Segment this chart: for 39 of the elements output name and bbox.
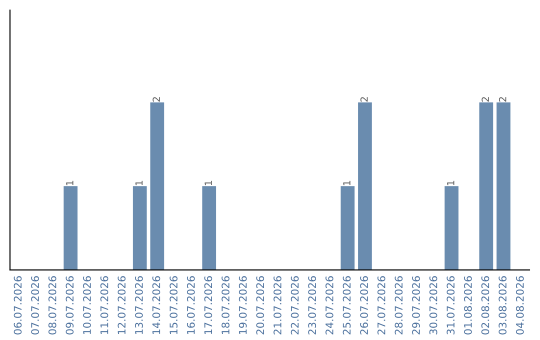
x-tick-label: 20.07.2026 <box>256 276 264 334</box>
data-label: 1 <box>343 180 350 186</box>
x-tick-label: 23.07.2026 <box>308 276 316 334</box>
x-tick-label: 13.07.2026 <box>135 276 143 334</box>
x-tick-label: 07.07.2026 <box>31 276 39 334</box>
x-tick-label: 09.07.2026 <box>66 276 74 334</box>
x-tick-label: 16.07.2026 <box>186 276 195 334</box>
x-tick-label: 26.07.2026 <box>360 276 368 334</box>
data-label: 1 <box>66 180 74 186</box>
x-tick-label: 14.07.2026 <box>152 276 160 334</box>
x-tick-label: 11.07.2026 <box>100 276 108 334</box>
x-tick-label: 22.07.2026 <box>290 276 299 334</box>
data-label: 1 <box>447 180 454 186</box>
x-tick-label: 10.07.2026 <box>83 276 91 334</box>
data-label: 1 <box>135 180 143 186</box>
x-tick-label: 08.07.2026 <box>48 276 56 334</box>
x-tick-label: 29.07.2026 <box>412 276 420 334</box>
x-tick-label: 28.07.2026 <box>394 276 403 334</box>
x-tick-label: 03.08.2026 <box>498 276 507 334</box>
x-tick-label: 17.07.2026 <box>204 276 212 334</box>
data-label: 2 <box>498 97 506 102</box>
data-label: 2 <box>360 97 368 102</box>
x-tick-label: 30.07.2026 <box>429 276 438 334</box>
data-label: 2 <box>482 97 489 102</box>
x-tick-label: 02.08.2026 <box>481 276 490 334</box>
x-tick-label: 18.07.2026 <box>222 276 230 334</box>
x-tick-label: 25.07.2026 <box>342 276 351 334</box>
x-tick-label: 31.07.2026 <box>446 276 455 334</box>
x-tick-label: 24.07.2026 <box>325 276 334 334</box>
x-tick-label: 06.07.2026 <box>14 276 22 334</box>
x-tick-label: 15.07.2026 <box>170 276 178 334</box>
data-label: 2 <box>152 97 160 102</box>
x-tick-label: 27.07.2026 <box>377 276 386 334</box>
x-tick-label: 04.08.2026 <box>516 276 524 334</box>
x-tick-label: 19.07.2026 <box>238 276 247 334</box>
x-tick-label: 01.08.2026 <box>464 276 472 334</box>
data-label: 1 <box>204 180 212 186</box>
x-tick-label: 12.07.2026 <box>118 276 126 334</box>
x-tick-label: 21.07.2026 <box>274 276 282 334</box>
